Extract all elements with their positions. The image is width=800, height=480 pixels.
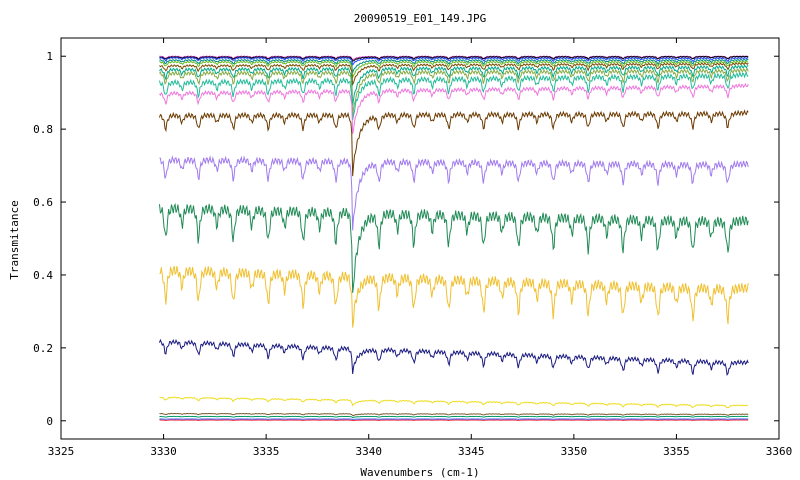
series-line-6 (159, 64, 749, 106)
y-tick-label: 0.4 (33, 269, 53, 282)
series-line-11 (159, 155, 749, 231)
y-tick-label: 0 (46, 415, 53, 428)
axis-tick-labels: 3325 3330 3335 3340 3345 3350 3355 3360 0 0.2 0.4 0… (33, 50, 792, 458)
series-line-16 (159, 412, 749, 417)
series-line-8 (158, 71, 749, 121)
series-lines (158, 55, 749, 422)
y-axis-label: Transmitance (8, 200, 21, 279)
x-tick-label: 3360 (766, 445, 793, 458)
axis-ticks (60, 38, 780, 439)
series-line-7 (159, 67, 749, 117)
x-tick-label: 3345 (458, 445, 485, 458)
x-tick-label: 3340 (355, 445, 382, 458)
y-tick-label: 0.2 (33, 342, 53, 355)
series-line-17 (159, 415, 749, 419)
series-line-5 (159, 62, 749, 87)
chart-title: 20090519_E01_149.JPG (354, 12, 486, 25)
series-line-15 (159, 396, 749, 409)
series-line-19 (159, 419, 749, 422)
series-line-14 (158, 338, 749, 377)
series-line-9 (159, 82, 749, 134)
x-tick-label: 3325 (48, 445, 75, 458)
series-line-10 (158, 109, 749, 177)
series-line-3 (159, 58, 749, 73)
series-line-13 (159, 265, 749, 328)
plot-frame (60, 37, 780, 440)
series-line-0 (159, 55, 749, 62)
series-line-4 (159, 60, 749, 78)
x-tick-label: 3355 (663, 445, 690, 458)
y-tick-label: 0.6 (33, 196, 53, 209)
series-line-12 (158, 202, 749, 293)
series-line-18 (159, 418, 749, 421)
y-tick-label: 0.8 (33, 123, 53, 136)
y-tick-label: 1 (46, 50, 53, 63)
x-tick-label: 3350 (561, 445, 588, 458)
x-axis-label: Wavenumbers (cm-1) (360, 466, 479, 479)
x-tick-label: 3335 (253, 445, 280, 458)
x-tick-label: 3330 (150, 445, 177, 458)
series-line-2 (159, 56, 749, 66)
